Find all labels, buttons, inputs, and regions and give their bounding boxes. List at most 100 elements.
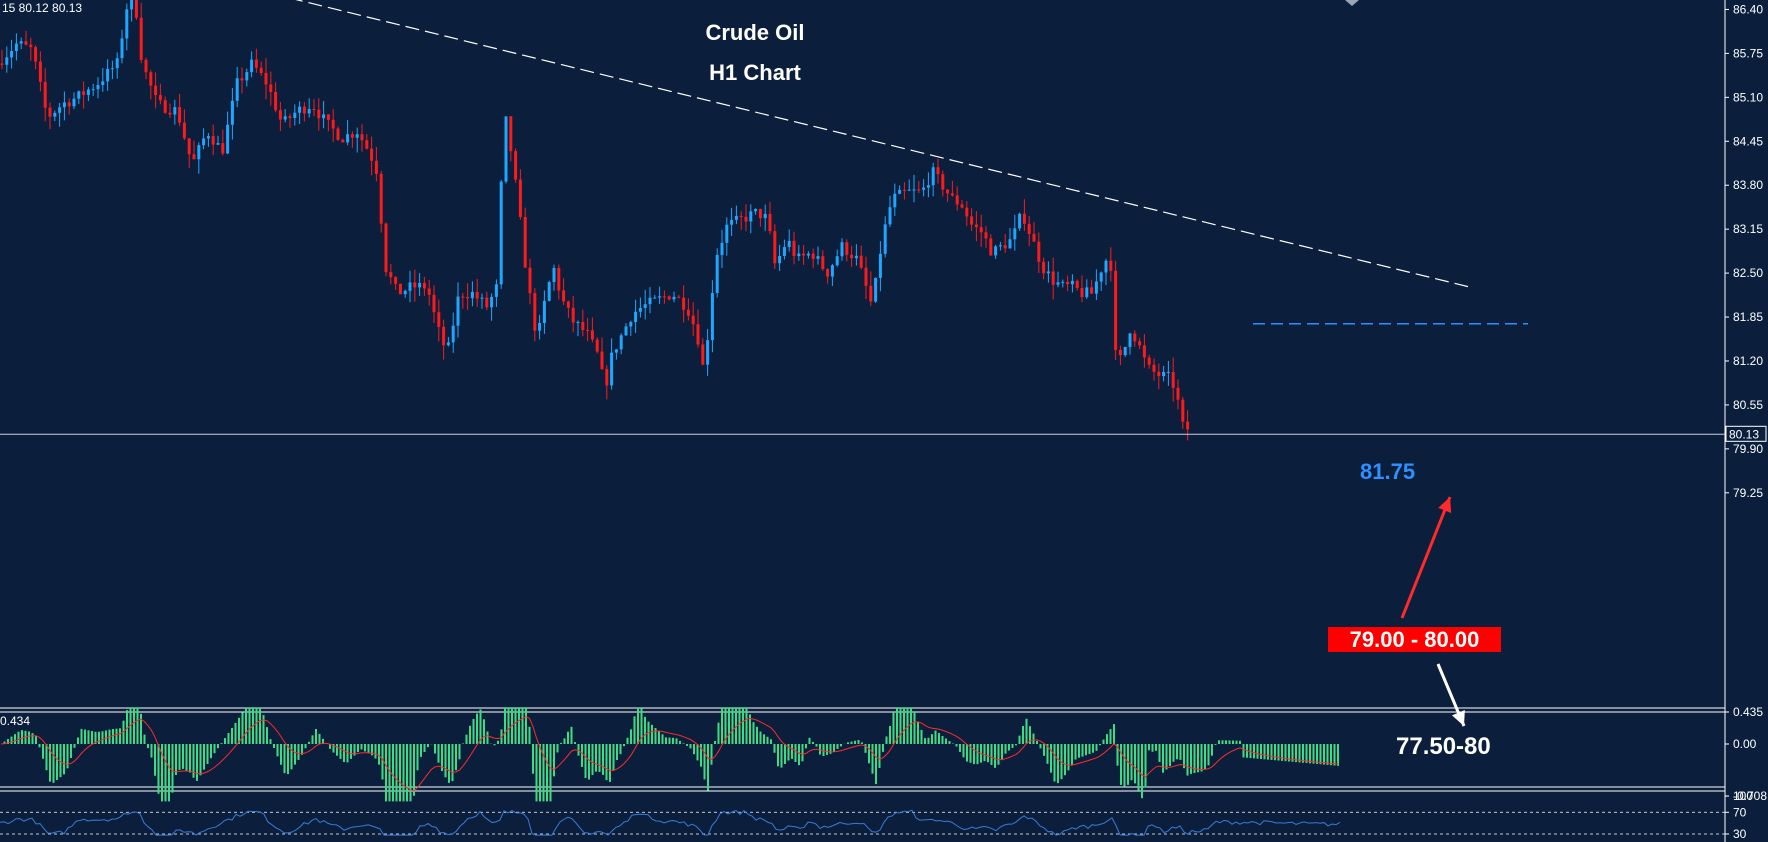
- candle-body: [994, 246, 998, 256]
- candle-body: [19, 41, 23, 44]
- candle-body: [202, 138, 206, 146]
- candle-body: [77, 91, 81, 99]
- macd-signal-line: [0, 716, 1339, 792]
- macd-panel: [0, 707, 1339, 802]
- candle-body: [101, 81, 105, 86]
- candle-body: [245, 72, 249, 81]
- candle-body: [43, 81, 47, 108]
- candle-body: [1008, 239, 1012, 249]
- candle-body: [826, 269, 830, 277]
- candle-body: [283, 116, 287, 120]
- rsi-panel: [0, 809, 1725, 836]
- candle-body: [475, 291, 479, 299]
- candle-body: [893, 193, 897, 208]
- candle-body: [686, 309, 690, 316]
- candle-body: [269, 84, 273, 92]
- candle-body: [302, 106, 306, 114]
- candle-body: [605, 369, 609, 386]
- candle-body: [374, 160, 378, 174]
- candle-body: [106, 68, 110, 82]
- candle-body: [816, 256, 820, 259]
- ohlc-readout: 15 80.12 80.13: [2, 1, 83, 15]
- candle-body: [1003, 245, 1007, 249]
- candle-body: [792, 240, 796, 257]
- candle-body: [235, 78, 239, 101]
- price-tick-label: 84.45: [1733, 134, 1763, 148]
- candle-body: [178, 107, 182, 123]
- candle-body: [706, 340, 710, 365]
- candle-body: [432, 294, 436, 313]
- candle-body: [1075, 280, 1079, 289]
- candle-body: [365, 140, 369, 149]
- candle-body: [1186, 421, 1190, 430]
- candle-body: [206, 136, 210, 139]
- candle-body: [1042, 261, 1046, 274]
- candle-body: [192, 154, 196, 160]
- candle-body: [1056, 282, 1060, 285]
- candle-body: [998, 245, 1002, 247]
- candle-body: [720, 242, 724, 256]
- candle-body: [806, 253, 810, 256]
- candle-body: [624, 326, 628, 336]
- chart-subtitle: H1 Chart: [709, 60, 801, 85]
- candle-body: [398, 283, 402, 295]
- candle-body: [240, 78, 244, 81]
- candle-body: [144, 59, 148, 73]
- candle-body: [552, 267, 556, 283]
- candle-body: [509, 116, 513, 152]
- up-arrow-head: [1438, 497, 1452, 513]
- candle-body: [960, 204, 964, 208]
- candle-body: [326, 114, 330, 120]
- candle-body: [158, 95, 162, 101]
- candle-body: [490, 296, 494, 308]
- candle-body: [941, 174, 945, 190]
- candle-body: [1080, 288, 1084, 298]
- candle-body: [446, 342, 450, 346]
- candle-body: [782, 247, 786, 256]
- candle-body: [1147, 357, 1151, 365]
- support-zone-label: 79.00 - 80.00: [1328, 627, 1501, 652]
- candle-body: [413, 282, 417, 288]
- top-marker-icon: [1345, 0, 1359, 6]
- candle-body: [725, 224, 729, 243]
- candle-body: [451, 325, 455, 343]
- candle-body: [62, 102, 66, 108]
- candle-body: [134, 0, 138, 18]
- candle-body: [86, 89, 90, 95]
- candle-body: [298, 106, 302, 113]
- candle-body: [163, 100, 167, 113]
- candle-body: [470, 291, 474, 299]
- candle-body: [595, 339, 599, 352]
- rsi-tick-label: 70: [1733, 805, 1747, 819]
- candle-body: [1027, 223, 1031, 234]
- candle-body: [341, 139, 345, 143]
- candle-body: [1046, 271, 1050, 274]
- candle-body: [1104, 260, 1108, 273]
- candle-body: [821, 256, 825, 270]
- candle-body: [989, 238, 993, 256]
- price-tick-label: 79.90: [1733, 442, 1763, 456]
- candle-body: [274, 91, 278, 111]
- price-tick-label: 85.10: [1733, 90, 1763, 104]
- candle-body: [936, 167, 940, 175]
- candle-body: [566, 301, 570, 308]
- candle-body: [643, 304, 647, 308]
- candle-body: [1013, 228, 1017, 240]
- candle-body: [216, 143, 220, 145]
- candle-body: [811, 253, 815, 259]
- candle-body: [874, 277, 878, 302]
- price-tick-label: 79.25: [1733, 486, 1763, 500]
- price-tick-label: 81.85: [1733, 310, 1763, 324]
- candle-body: [72, 98, 76, 107]
- candle-body: [360, 134, 364, 141]
- macd-tick-label: -0.708: [1733, 789, 1767, 803]
- candle-body: [533, 293, 537, 331]
- candle-body: [14, 43, 18, 52]
- candle-body: [96, 85, 100, 90]
- candle-body: [1061, 281, 1065, 283]
- candle-body: [504, 116, 508, 182]
- candle-body: [571, 307, 575, 323]
- candle-body: [1022, 213, 1026, 224]
- candle-body: [768, 213, 772, 232]
- price-tick-label: 86.40: [1733, 2, 1763, 16]
